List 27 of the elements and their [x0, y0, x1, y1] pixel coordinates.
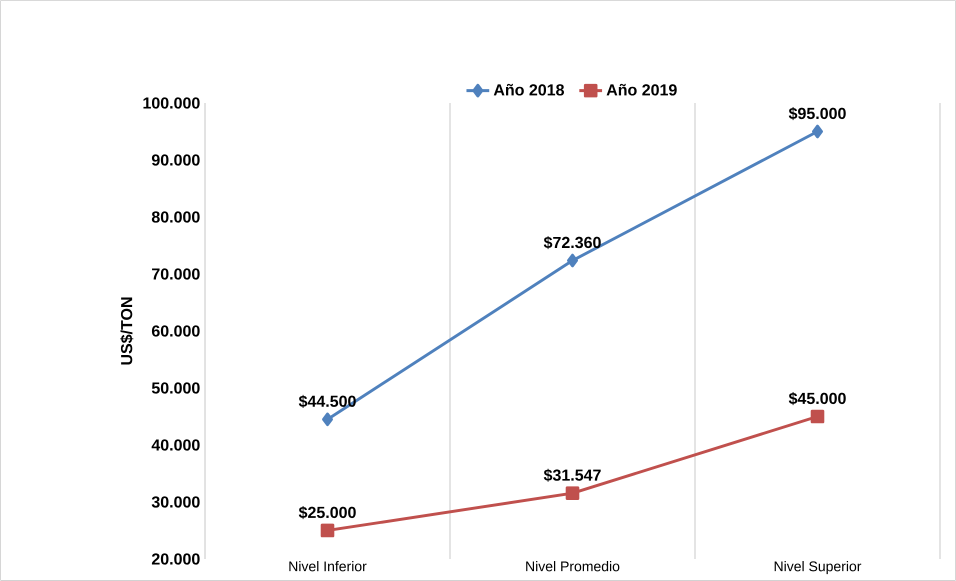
data-label: $72.360 — [544, 236, 601, 250]
y-tick-label: 60.000 — [152, 325, 200, 337]
point — [812, 124, 823, 138]
y-tick-label: 80.000 — [152, 211, 200, 223]
point — [567, 254, 578, 268]
data-label: $95.000 — [788, 107, 846, 120]
data-label: $45.000 — [788, 392, 846, 406]
y-tick-label: 70.000 — [152, 268, 200, 280]
data-label: $44.500 — [298, 394, 356, 408]
x-tick-label: Nivel Superior — [774, 561, 862, 574]
y-tick-label: 90.000 — [152, 154, 200, 166]
point — [566, 486, 580, 500]
y-tick-label: 50.000 — [152, 382, 200, 394]
data-label: $25.000 — [298, 506, 356, 520]
y-axis-title: US$/TON — [120, 298, 134, 365]
data-label: $31.547 — [544, 468, 601, 482]
y-tick-label: 20.000 — [152, 553, 200, 565]
legend-label: Año 2018 — [494, 84, 564, 96]
x-tick-label: Nivel Promedio — [526, 561, 620, 572]
point — [322, 412, 333, 426]
y-tick-label: 30.000 — [152, 496, 200, 508]
point — [810, 410, 824, 424]
x-tick-label: Nivel Inferior — [289, 561, 367, 572]
y-tick-label: 40.000 — [152, 439, 200, 451]
y-tick-label: 100.000 — [143, 97, 200, 109]
legend-label: Año 2019 — [606, 84, 677, 96]
point — [320, 524, 334, 538]
